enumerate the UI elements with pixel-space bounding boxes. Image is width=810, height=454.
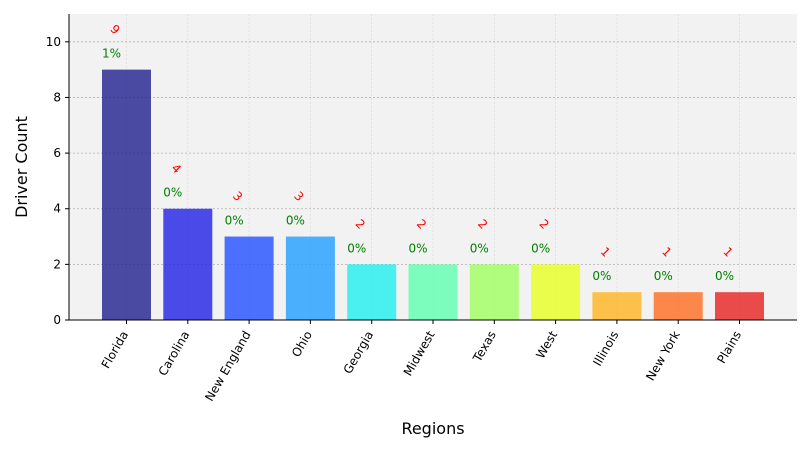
- y-tick-label: 4: [53, 202, 61, 216]
- bar-west: [531, 264, 581, 320]
- bar-plains: [715, 292, 764, 320]
- bar-new-england: [224, 236, 274, 320]
- bar-florida: [102, 69, 151, 321]
- percent-label: 0%: [592, 269, 611, 283]
- x-tick-label: Carolina: [156, 329, 193, 379]
- y-tick-label: 0: [53, 313, 61, 327]
- x-tick-label: Georgia: [341, 329, 377, 377]
- x-axis-label: Regions: [401, 419, 464, 438]
- bar-new-york: [653, 292, 703, 320]
- y-tick-label: 10: [46, 35, 61, 49]
- y-tick-label: 8: [53, 90, 61, 104]
- percent-label: 0%: [531, 241, 550, 255]
- bar-carolina: [163, 208, 213, 320]
- bar-illinois: [592, 292, 642, 320]
- y-axis-label: Driver Count: [12, 116, 31, 218]
- bar-ohio: [285, 236, 335, 320]
- bar-texas: [469, 264, 519, 320]
- x-tick-label: Texas: [470, 329, 499, 366]
- percent-label: 1%: [102, 47, 121, 61]
- x-tick-label: Midwest: [401, 328, 438, 378]
- percent-label: 0%: [163, 186, 182, 200]
- x-tick-label: Illinois: [590, 329, 621, 369]
- x-tick-label: Plains: [714, 329, 744, 366]
- x-tick-label: Ohio: [289, 329, 315, 360]
- percent-label: 0%: [409, 241, 428, 255]
- bars: [102, 69, 764, 321]
- x-ticks: Florida Carolina New England Ohio Georgia Mid…: [99, 320, 744, 404]
- x-tick-label: New York: [643, 328, 683, 383]
- x-tick-label: New England: [202, 329, 253, 404]
- percent-label: 0%: [654, 269, 673, 283]
- percent-label: 0%: [286, 214, 305, 228]
- x-tick-label: West: [533, 328, 560, 361]
- bar-georgia: [347, 264, 397, 320]
- y-ticks: 0 2 4 6 8 10: [46, 35, 69, 327]
- percent-label: 0%: [225, 214, 244, 228]
- bar-midwest: [408, 264, 458, 320]
- percent-label: 0%: [470, 241, 489, 255]
- x-tick-label: Florida: [99, 329, 132, 371]
- y-tick-label: 2: [53, 257, 61, 271]
- percent-label: 0%: [347, 241, 366, 255]
- percent-label: 0%: [715, 269, 734, 283]
- y-tick-label: 6: [53, 146, 61, 160]
